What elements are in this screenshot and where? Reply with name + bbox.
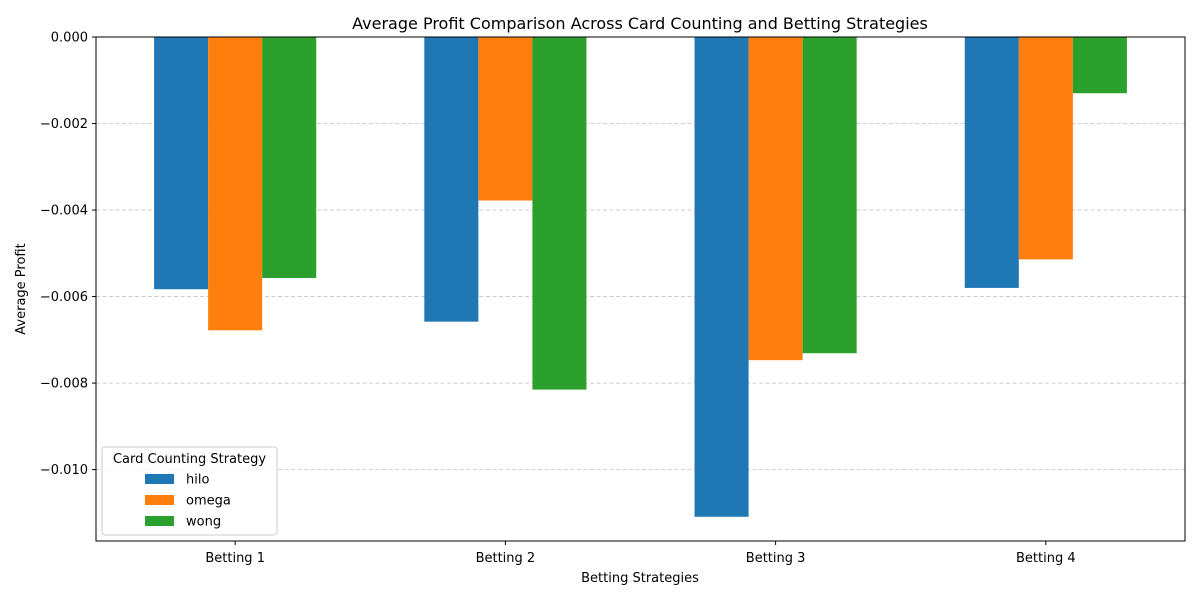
legend-swatch-hilo <box>145 474 174 484</box>
x-tick-label: Betting 4 <box>1016 551 1076 566</box>
bar-omega <box>748 37 803 361</box>
y-tick-label: −0.002 <box>40 117 88 132</box>
y-tick-label: −0.010 <box>40 463 88 478</box>
bar-omega <box>1018 37 1073 260</box>
bar-wong <box>1072 37 1127 94</box>
legend-title: Card Counting Strategy <box>113 452 266 467</box>
legend-box <box>101 446 278 536</box>
plot-frame <box>95 36 1186 542</box>
bar-wong <box>802 37 857 354</box>
x-tick-label: Betting 3 <box>746 551 806 566</box>
y-tick-label: −0.004 <box>40 204 88 219</box>
x-tick-label: Betting 2 <box>476 551 536 566</box>
bar-omega <box>208 37 263 331</box>
legend: Card Counting Strategy hilo omega wong <box>101 446 278 536</box>
y-tick-label: 0.000 <box>51 31 88 46</box>
legend-label-wong: wong <box>186 515 221 530</box>
bar-hilo <box>424 37 479 322</box>
bar-hilo <box>964 37 1019 288</box>
y-axis: 0.000 −0.002 −0.004 −0.006 −0.008 −0.010 <box>40 31 96 478</box>
bar-omega <box>478 37 533 201</box>
y-tick-label: −0.008 <box>40 377 88 392</box>
legend-label-hilo: hilo <box>186 473 209 488</box>
y-tick-label: −0.006 <box>40 290 88 305</box>
chart-title: Average Profit Comparison Across Card Co… <box>352 14 928 33</box>
x-tick-label: Betting 1 <box>205 551 265 566</box>
bar-hilo <box>694 37 749 517</box>
legend-swatch-omega <box>145 495 174 505</box>
x-axis-label: Betting Strategies <box>581 571 699 586</box>
legend-label-omega: omega <box>186 494 231 509</box>
y-axis-label: Average Profit <box>14 243 29 334</box>
x-axis: Betting 1 Betting 2 Betting 3 Betting 4 <box>205 541 1076 566</box>
bar-wong <box>532 37 587 390</box>
legend-swatch-wong <box>145 516 174 526</box>
bars <box>154 37 1127 517</box>
bar-wong <box>262 37 317 278</box>
bar-hilo <box>154 37 209 290</box>
